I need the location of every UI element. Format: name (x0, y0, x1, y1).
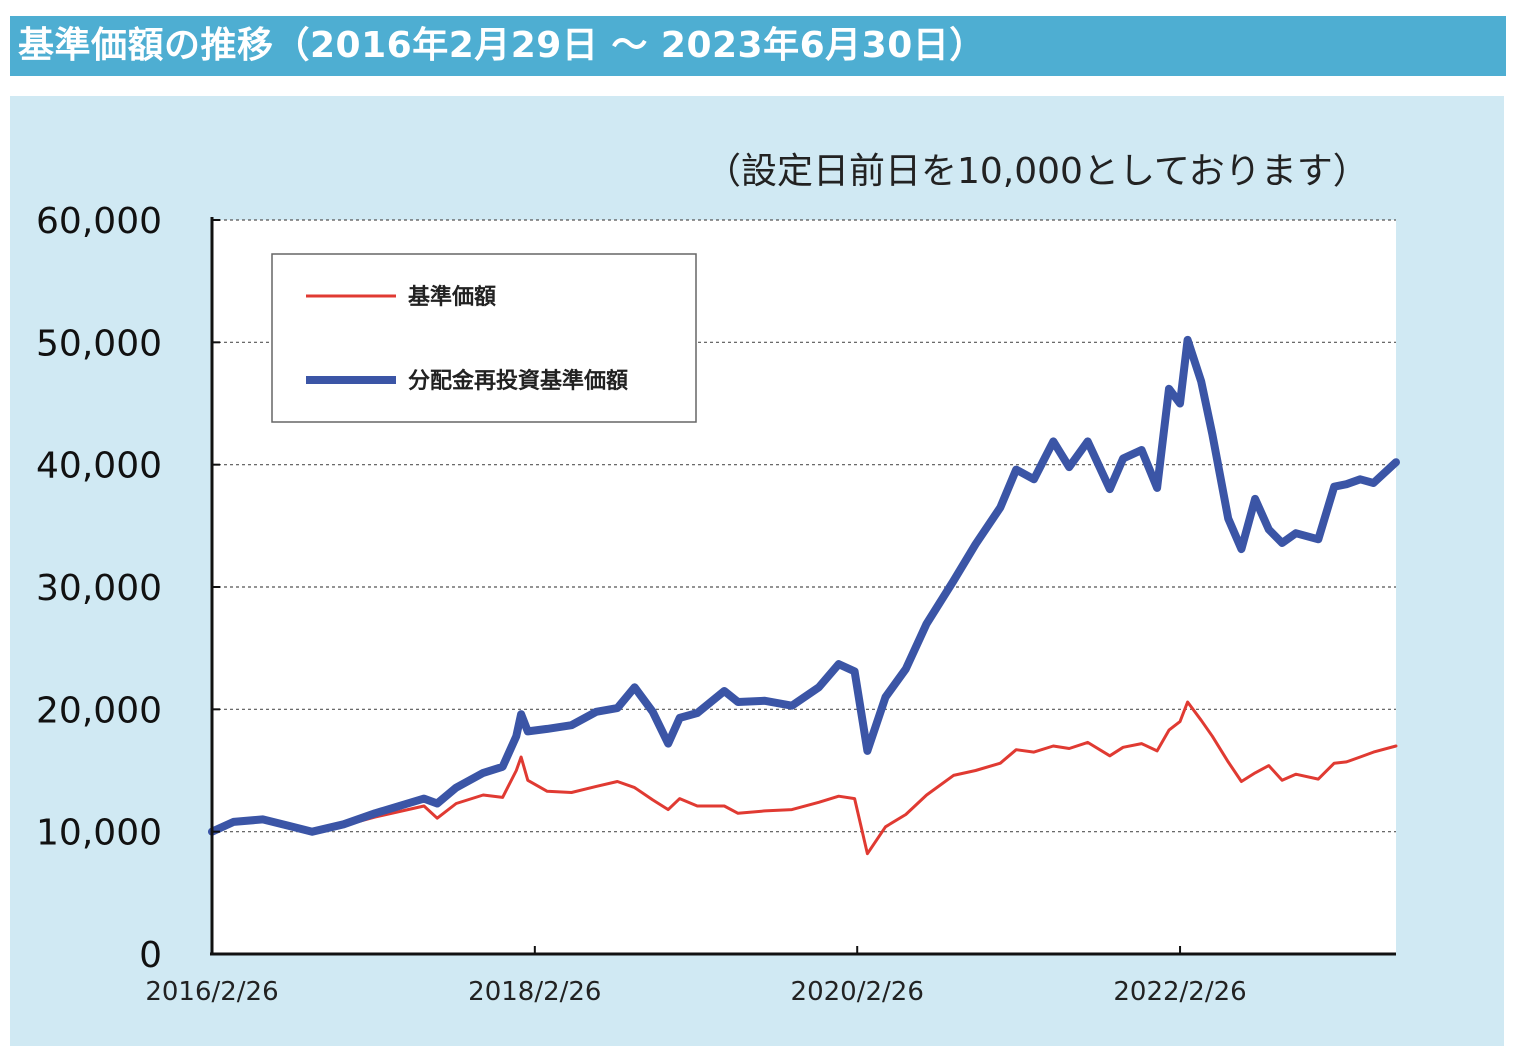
x-tick-label: 2016/2/26 (145, 977, 278, 1007)
y-tick-label: 50,000 (36, 323, 162, 364)
x-tick-label: 2020/2/26 (791, 977, 924, 1007)
x-tick-labels: 2016/2/26 2018/2/26 2020/2/26 2022/2/26 (145, 977, 1246, 1007)
page-title: 基準価額の推移（2016年2月29日 ～ 2023年6月30日） (18, 25, 986, 66)
series-line-1 (208, 335, 1400, 836)
series-line-0 (210, 700, 1398, 856)
legend-box (271, 253, 697, 423)
line-chart: （設定日前日を10,000としております） 0 10,000 20,000 30,00… (36, 151, 1400, 1007)
axes (210, 217, 1396, 956)
y-tick-label: 20,000 (36, 690, 162, 731)
chart-panel: （設定日前日を10,000としております） 0 10,000 20,000 30,00… (10, 96, 1504, 1046)
legend-label-reinvested: 分配金再投資基準価額 (408, 368, 628, 394)
y-tick-label: 40,000 (36, 446, 162, 487)
title-bar: 基準価額の推移（2016年2月29日 ～ 2023年6月30日） (10, 16, 1506, 76)
y-tick-label: 0 (139, 935, 162, 976)
y-tick-label: 60,000 (36, 201, 162, 242)
x-tick-label: 2022/2/26 (1113, 977, 1246, 1007)
y-tick-label: 10,000 (36, 813, 162, 854)
grid-lines (212, 219, 1396, 833)
chart-note: （設定日前日を10,000としております） (705, 151, 1369, 192)
y-tick-labels: 0 10,000 20,000 30,000 40,000 50,000 60,000 (36, 201, 162, 976)
series-lines (208, 335, 1400, 856)
y-tick-label: 30,000 (36, 568, 162, 609)
x-tick-label: 2018/2/26 (468, 977, 601, 1007)
legend: 基準価額 分配金再投資基準価額 (271, 253, 697, 423)
legend-label-nav: 基準価額 (408, 284, 496, 310)
